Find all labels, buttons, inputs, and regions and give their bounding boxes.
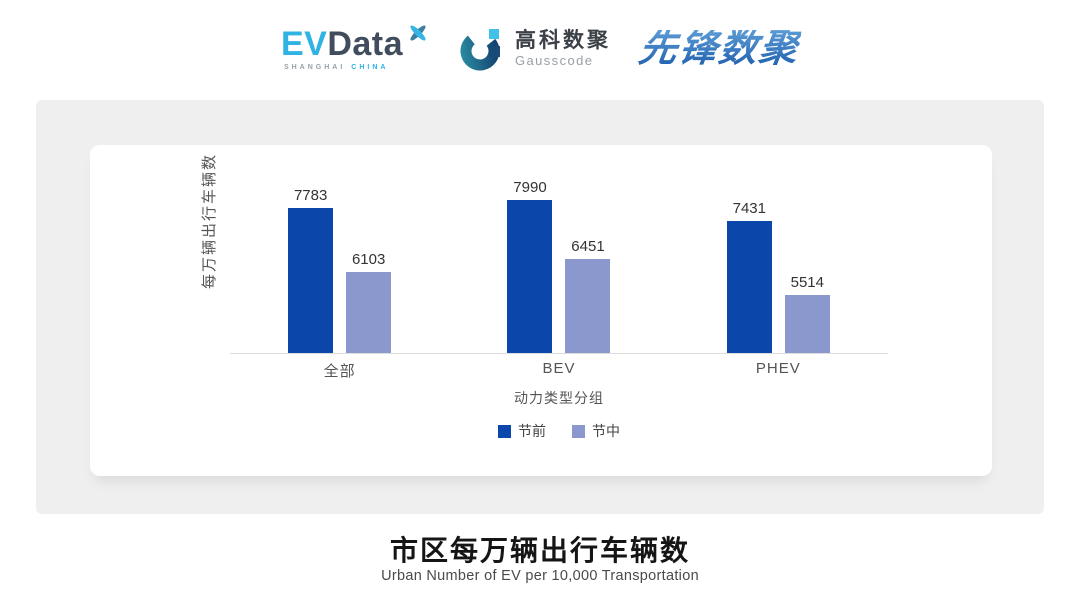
bar-group-BEV: 7990 6451 xyxy=(449,161,668,353)
bar-group-PHEV: 7431 5514 xyxy=(669,161,888,353)
evdata-x-icon xyxy=(410,25,426,41)
bar-节前-PHEV[interactable]: 7431 xyxy=(726,200,772,353)
legend: 节前 节中 xyxy=(230,421,888,441)
category-label-PHEV: PHEV xyxy=(755,360,801,377)
bar-value-label: 7990 xyxy=(513,179,547,196)
pioneer-logo: 先锋数聚 xyxy=(636,28,802,70)
legend-label: 节中 xyxy=(592,423,620,439)
chart-title: 市区每万辆出行车辆数 xyxy=(389,535,690,566)
legend-swatch xyxy=(498,424,511,438)
bar-节中-PHEV[interactable]: 5514 xyxy=(784,274,830,353)
gausscode-icon xyxy=(460,29,501,71)
evdata-logo: EV Data SHANGHAI CHINA xyxy=(280,25,432,71)
evdata-shanghai-text: SHANGHAI xyxy=(283,64,346,71)
bar-value-label: 7431 xyxy=(732,200,766,217)
evdata-subtext: SHANGHAI CHINA xyxy=(281,64,432,71)
category-label-BEV: BEV xyxy=(542,360,576,377)
gausscode-logo: 高科数聚 Gausscode xyxy=(460,26,611,72)
bar-节中-全部[interactable]: 6103 xyxy=(346,251,392,353)
legend-item-节中[interactable]: 节中 xyxy=(572,421,620,441)
category-labels: 全部 BEV PHEV xyxy=(230,360,888,381)
legend-label: 节前 xyxy=(518,423,546,439)
bar-节前-全部[interactable]: 7783 xyxy=(288,187,334,353)
y-axis-label: 每万辆出行车辆数 xyxy=(201,153,218,290)
evdata-china-text: CHINA xyxy=(351,64,389,71)
gausscode-text: 高科数聚 Gausscode xyxy=(515,29,611,68)
x-axis-label: 动力类型分组 xyxy=(514,390,604,406)
evdata-data-text: Data xyxy=(327,25,404,63)
legend-item-节前[interactable]: 节前 xyxy=(498,421,546,441)
bar-节中-BEV[interactable]: 6451 xyxy=(565,238,611,353)
panel: 每万辆出行车辆数 7783 6103 7990 6451 7431 5514 全部 BEV P… xyxy=(36,100,1044,514)
bar-value-label: 6103 xyxy=(351,251,386,268)
bar-value-label: 6451 xyxy=(571,238,605,255)
legend-swatch xyxy=(572,424,585,438)
gausscode-en-text: Gausscode xyxy=(515,52,594,68)
bar-节前-BEV[interactable]: 7990 xyxy=(507,179,553,353)
plot-area: 7783 6103 7990 6451 7431 5514 xyxy=(230,161,888,354)
bar-value-label: 7783 xyxy=(293,187,328,204)
gausscode-cn-text: 高科数聚 xyxy=(515,29,612,53)
bar-value-label: 5514 xyxy=(790,274,824,291)
chart-card: 每万辆出行车辆数 7783 6103 7990 6451 7431 5514 全部 BEV P… xyxy=(90,145,992,476)
evdata-ev-text: EV xyxy=(280,25,328,63)
evdata-wordmark: EV Data xyxy=(280,25,432,63)
logo-header: EV Data SHANGHAI CHINA 高 xyxy=(0,14,1080,84)
category-label-全部: 全部 xyxy=(323,363,356,380)
bar-group-全部: 7783 6103 xyxy=(230,161,449,353)
chart-subtitle: Urban Number of EV per 10,000 Transporta… xyxy=(381,568,699,584)
